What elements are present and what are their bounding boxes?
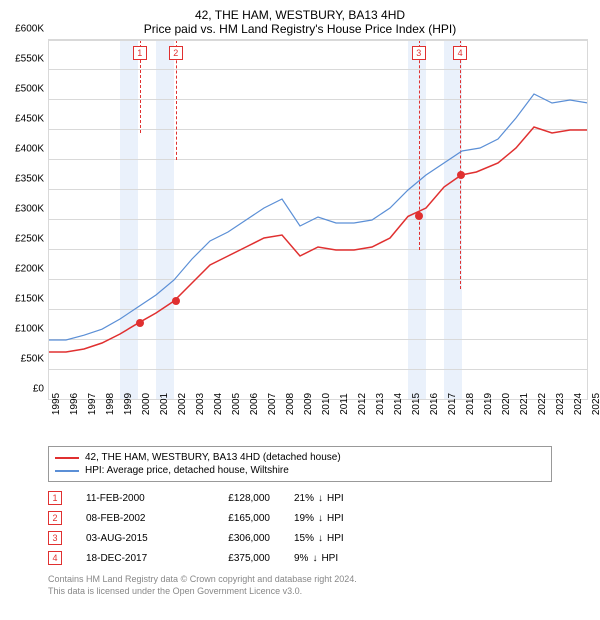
sale-dot: [415, 212, 423, 220]
down-arrow-icon: ↓: [318, 493, 323, 504]
y-tick-label: £400K: [15, 144, 48, 155]
sale-dot: [172, 297, 180, 305]
chart-title: 42, THE HAM, WESTBURY, BA13 4HD: [0, 0, 600, 22]
x-tick-label: 2012: [357, 393, 368, 415]
footer-attribution: Contains HM Land Registry data © Crown c…: [48, 574, 552, 597]
sale-date: 18-DEC-2017: [86, 553, 176, 564]
x-tick-label: 2004: [213, 393, 224, 415]
sale-price: £165,000: [200, 513, 270, 524]
legend-row: HPI: Average price, detached house, Wilt…: [55, 464, 545, 477]
sale-date: 03-AUG-2015: [86, 533, 176, 544]
sales-table: 1 11-FEB-2000 £128,000 21% ↓ HPI 2 08-FEB-200…: [48, 488, 552, 568]
legend-label: 42, THE HAM, WESTBURY, BA13 4HD (detache…: [85, 452, 341, 463]
x-tick-label: 2005: [231, 393, 242, 415]
x-tick-label: 2001: [159, 393, 170, 415]
sale-marker: 2: [48, 511, 62, 525]
y-tick-label: £350K: [15, 174, 48, 185]
x-tick-label: 1998: [105, 393, 116, 415]
series-property: [48, 127, 588, 352]
x-tick-label: 2023: [555, 393, 566, 415]
y-tick-label: £100K: [15, 324, 48, 335]
x-tick-label: 1999: [123, 393, 134, 415]
series-hpi: [48, 94, 588, 340]
sale-dot: [457, 171, 465, 179]
sale-marker: 4: [48, 551, 62, 565]
chart-svg: [48, 40, 588, 400]
x-tick-label: 2016: [429, 393, 440, 415]
sale-marker: 1: [48, 491, 62, 505]
sale-price: £128,000: [200, 493, 270, 504]
legend-row: 42, THE HAM, WESTBURY, BA13 4HD (detache…: [55, 451, 545, 464]
x-tick-label: 2019: [483, 393, 494, 415]
x-tick-label: 2010: [321, 393, 332, 415]
x-tick-label: 2024: [573, 393, 584, 415]
footer-line-1: Contains HM Land Registry data © Crown c…: [48, 574, 552, 586]
x-tick-label: 2025: [591, 393, 600, 415]
x-tick-label: 2000: [141, 393, 152, 415]
y-tick-label: £50K: [21, 354, 48, 365]
sale-marker: 3: [48, 531, 62, 545]
sale-price: £375,000: [200, 553, 270, 564]
x-tick-label: 2002: [177, 393, 188, 415]
x-tick-label: 2014: [393, 393, 404, 415]
down-arrow-icon: ↓: [312, 553, 317, 564]
x-tick-label: 2018: [465, 393, 476, 415]
sale-price: £306,000: [200, 533, 270, 544]
y-tick-label: £600K: [15, 24, 48, 35]
y-tick-label: £0: [33, 384, 48, 395]
x-tick-label: 1996: [69, 393, 80, 415]
x-tick-label: 2021: [519, 393, 530, 415]
sale-dot: [136, 319, 144, 327]
x-tick-label: 2020: [501, 393, 512, 415]
x-tick-label: 2013: [375, 393, 386, 415]
sale-diff: 9% ↓ HPI: [294, 553, 338, 564]
x-tick-label: 1997: [87, 393, 98, 415]
y-tick-label: £500K: [15, 84, 48, 95]
sale-diff: 19% ↓ HPI: [294, 513, 344, 524]
x-tick-label: 2009: [303, 393, 314, 415]
chart-subtitle: Price paid vs. HM Land Registry's House …: [0, 22, 600, 40]
x-tick-label: 2011: [339, 393, 350, 415]
sale-row: 4 18-DEC-2017 £375,000 9% ↓ HPI: [48, 548, 552, 568]
chart-plot-area: £0£50K£100K£150K£200K£250K£300K£350K£400…: [48, 40, 588, 400]
down-arrow-icon: ↓: [318, 533, 323, 544]
sale-diff: 21% ↓ HPI: [294, 493, 344, 504]
down-arrow-icon: ↓: [318, 513, 323, 524]
y-tick-label: £450K: [15, 114, 48, 125]
x-tick-label: 2008: [285, 393, 296, 415]
x-tick-label: 2003: [195, 393, 206, 415]
legend: 42, THE HAM, WESTBURY, BA13 4HD (detache…: [48, 446, 552, 482]
x-tick-label: 2006: [249, 393, 260, 415]
legend-swatch: [55, 470, 79, 472]
y-tick-label: £200K: [15, 264, 48, 275]
sale-date: 08-FEB-2002: [86, 513, 176, 524]
sale-row: 2 08-FEB-2002 £165,000 19% ↓ HPI: [48, 508, 552, 528]
x-tick-label: 1995: [51, 393, 62, 415]
sale-diff: 15% ↓ HPI: [294, 533, 344, 544]
x-tick-label: 2007: [267, 393, 278, 415]
x-tick-label: 2015: [411, 393, 422, 415]
footer-line-2: This data is licensed under the Open Gov…: [48, 586, 552, 598]
x-tick-label: 2017: [447, 393, 458, 415]
sale-date: 11-FEB-2000: [86, 493, 176, 504]
x-axis: 1995199619971998199920002001200220032004…: [48, 400, 588, 440]
legend-label: HPI: Average price, detached house, Wilt…: [85, 465, 289, 476]
sale-row: 1 11-FEB-2000 £128,000 21% ↓ HPI: [48, 488, 552, 508]
sale-row: 3 03-AUG-2015 £306,000 15% ↓ HPI: [48, 528, 552, 548]
legend-swatch: [55, 457, 79, 459]
y-tick-label: £150K: [15, 294, 48, 305]
y-tick-label: £550K: [15, 54, 48, 65]
y-tick-label: £300K: [15, 204, 48, 215]
x-tick-label: 2022: [537, 393, 548, 415]
y-tick-label: £250K: [15, 234, 48, 245]
